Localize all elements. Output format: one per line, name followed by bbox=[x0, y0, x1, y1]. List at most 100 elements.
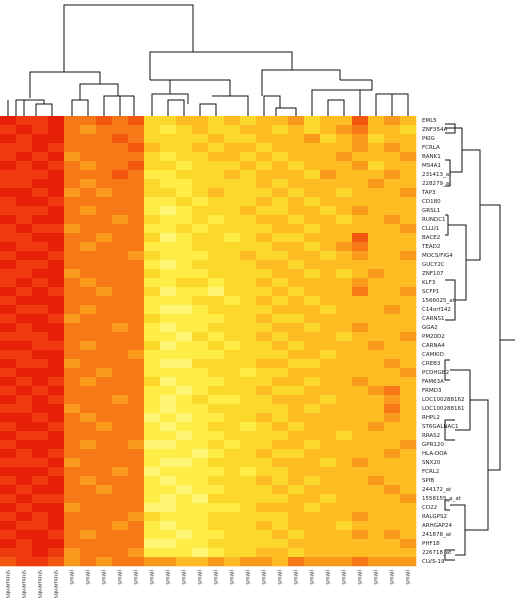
heatmap-cell bbox=[304, 323, 321, 333]
heatmap-cell bbox=[272, 467, 289, 477]
heatmap-cell bbox=[288, 458, 305, 468]
row-label: KLF3 bbox=[422, 280, 436, 286]
heatmap-cell bbox=[272, 530, 289, 540]
heatmap-cell bbox=[384, 548, 401, 558]
row-label: EML5 bbox=[422, 118, 437, 124]
heatmap-cell bbox=[384, 431, 401, 441]
heatmap-cell bbox=[272, 314, 289, 324]
column-label: small bbox=[134, 570, 140, 585]
heatmap-cell bbox=[336, 233, 353, 243]
heatmap-cell bbox=[208, 152, 225, 162]
row-label: GUCY2C bbox=[422, 262, 445, 268]
heatmap-cell bbox=[320, 512, 337, 522]
heatmap-cell bbox=[112, 134, 129, 144]
heatmap-cell bbox=[256, 242, 273, 252]
dendrogram-branch bbox=[63, 4, 194, 72]
heatmap-cell bbox=[128, 512, 145, 522]
heatmap-cell bbox=[64, 260, 81, 270]
heatmap-cell bbox=[0, 494, 17, 504]
heatmap-cell bbox=[288, 503, 305, 513]
heatmap-cell bbox=[256, 539, 273, 549]
heatmap-cell bbox=[256, 287, 273, 297]
heatmap-cell bbox=[192, 557, 209, 567]
heatmap-cell bbox=[336, 449, 353, 459]
heatmap-cell bbox=[208, 179, 225, 189]
heatmap-cell bbox=[160, 134, 177, 144]
heatmap-cell bbox=[128, 197, 145, 207]
heatmap-cell bbox=[224, 179, 241, 189]
column-label: small bbox=[262, 570, 268, 585]
heatmap-cell bbox=[48, 305, 65, 315]
heatmap-cell bbox=[160, 233, 177, 243]
heatmap-cell bbox=[64, 161, 81, 171]
heatmap-cell bbox=[256, 476, 273, 486]
heatmap-cell bbox=[208, 485, 225, 495]
heatmap-cell bbox=[160, 224, 177, 234]
heatmap-cell bbox=[208, 431, 225, 441]
heatmap-cell bbox=[224, 296, 241, 306]
heatmap-cell bbox=[128, 368, 145, 378]
heatmap-cell bbox=[368, 143, 385, 153]
heatmap-cell bbox=[160, 359, 177, 369]
heatmap-cell bbox=[304, 557, 321, 567]
heatmap-cell bbox=[304, 332, 321, 342]
heatmap-cell bbox=[288, 494, 305, 504]
heatmap-cell bbox=[160, 548, 177, 558]
heatmap-cell bbox=[144, 431, 161, 441]
heatmap-cell bbox=[16, 395, 33, 405]
heatmap-cell bbox=[48, 242, 65, 252]
heatmap-cell bbox=[384, 512, 401, 522]
heatmap-cell bbox=[400, 296, 417, 306]
heatmap-cell bbox=[0, 314, 17, 324]
heatmap-cell bbox=[288, 278, 305, 288]
heatmap-cell bbox=[368, 161, 385, 171]
heatmap-cell bbox=[144, 413, 161, 423]
heatmap-cell bbox=[48, 278, 65, 288]
heatmap-cell bbox=[176, 557, 193, 567]
heatmap-cell bbox=[160, 458, 177, 468]
heatmap-cell bbox=[288, 179, 305, 189]
heatmap-cell bbox=[112, 206, 129, 216]
heatmap-cell bbox=[128, 458, 145, 468]
heatmap-cell bbox=[32, 143, 49, 153]
heatmap-cell bbox=[400, 287, 417, 297]
heatmap-cell bbox=[112, 530, 129, 540]
heatmap-cell bbox=[400, 332, 417, 342]
heatmap-cell bbox=[32, 323, 49, 333]
heatmap-cell bbox=[64, 557, 81, 567]
heatmap-cell bbox=[320, 287, 337, 297]
heatmap-cell bbox=[96, 125, 113, 135]
heatmap-cell bbox=[320, 242, 337, 252]
heatmap-cell bbox=[304, 458, 321, 468]
heatmap-cell bbox=[32, 224, 49, 234]
heatmap-cell bbox=[144, 485, 161, 495]
heatmap-cell bbox=[80, 395, 97, 405]
heatmap-cell bbox=[192, 359, 209, 369]
heatmap-cell bbox=[16, 161, 33, 171]
heatmap-cell bbox=[352, 422, 369, 432]
heatmap-cell bbox=[256, 170, 273, 180]
heatmap-cell bbox=[352, 179, 369, 189]
column-label: squamous bbox=[38, 570, 44, 598]
heatmap-cell bbox=[368, 170, 385, 180]
heatmap-cell bbox=[160, 242, 177, 252]
heatmap-cell bbox=[368, 368, 385, 378]
heatmap-cell bbox=[272, 422, 289, 432]
heatmap-cell bbox=[288, 521, 305, 531]
heatmap-cell bbox=[336, 296, 353, 306]
row-label: TEAD2 bbox=[421, 244, 440, 250]
heatmap-cell bbox=[304, 134, 321, 144]
heatmap-cell bbox=[80, 188, 97, 198]
heatmap-cell bbox=[288, 260, 305, 270]
heatmap-cell bbox=[368, 557, 385, 567]
dendrogram-branch bbox=[261, 69, 409, 116]
heatmap-cell bbox=[256, 314, 273, 324]
row-label: 228279_at bbox=[422, 181, 452, 187]
heatmap-cell bbox=[16, 251, 33, 261]
heatmap-cell bbox=[48, 440, 65, 450]
heatmap-cell bbox=[48, 233, 65, 243]
heatmap-cell bbox=[144, 539, 161, 549]
heatmap-cell bbox=[112, 485, 129, 495]
heatmap-cell bbox=[176, 269, 193, 279]
heatmap-cell bbox=[144, 296, 161, 306]
